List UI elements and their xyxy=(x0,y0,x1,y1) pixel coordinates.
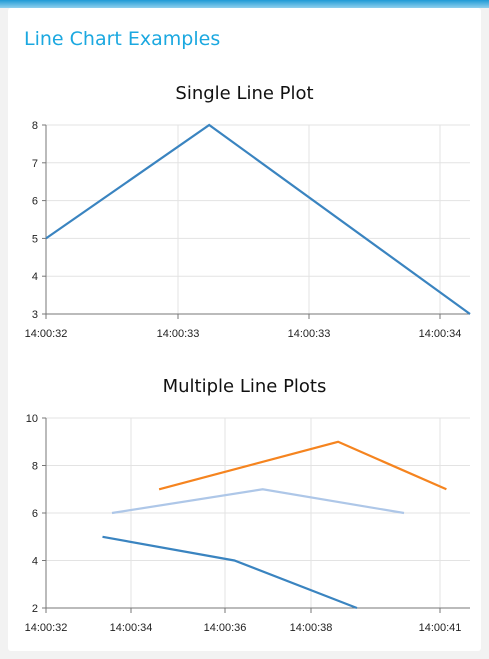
x-tick-label: 14:00:34 xyxy=(110,622,153,634)
x-tick-label: 14:00:38 xyxy=(290,622,333,634)
x-tick-label: 14:00:36 xyxy=(204,622,247,634)
chart-title-multiple: Multiple Line Plots xyxy=(162,376,327,397)
x-tick-label: 14:00:32 xyxy=(25,328,68,340)
single-line-chart: 3 4 5 6 7 8 14:00:32 14:00:33 14:00:33 14:00:34 xyxy=(25,120,471,340)
y-tick-label: 3 xyxy=(32,309,38,321)
chart-title-single: Single Line Plot xyxy=(175,83,314,104)
series-line-2 xyxy=(111,488,405,515)
y-tick-label: 6 xyxy=(32,508,38,520)
series-line-1 xyxy=(158,440,447,491)
multiple-line-chart: 2 4 6 8 10 14:00:32 14:00:34 14:00:36 14:00:38 14… xyxy=(25,413,470,634)
x-tick-label: 14:00:41 xyxy=(419,622,462,634)
y-tick-label: 8 xyxy=(32,120,38,132)
y-tick-label: 6 xyxy=(32,196,38,208)
y-tick-label: 8 xyxy=(32,461,38,473)
y-tick-label: 4 xyxy=(32,271,38,283)
x-tick-label: 14:00:33 xyxy=(288,328,331,340)
x-tick-label: 14:00:32 xyxy=(25,622,68,634)
page-title: Line Chart Examples xyxy=(24,28,221,50)
x-tick-label: 14:00:33 xyxy=(157,328,200,340)
y-tick-label: 2 xyxy=(32,603,38,615)
y-tick-label: 4 xyxy=(32,556,38,568)
x-tick-label: 14:00:34 xyxy=(419,328,462,340)
series-line-1 xyxy=(45,123,471,315)
top-accent-bar xyxy=(0,0,489,8)
chart-card: Line Chart Examples Single Line Plot Mul… xyxy=(8,8,481,651)
y-tick-label: 7 xyxy=(32,158,38,170)
y-tick-label: 5 xyxy=(32,233,38,245)
y-tick-label: 10 xyxy=(26,413,38,425)
series-line-3 xyxy=(102,535,358,610)
